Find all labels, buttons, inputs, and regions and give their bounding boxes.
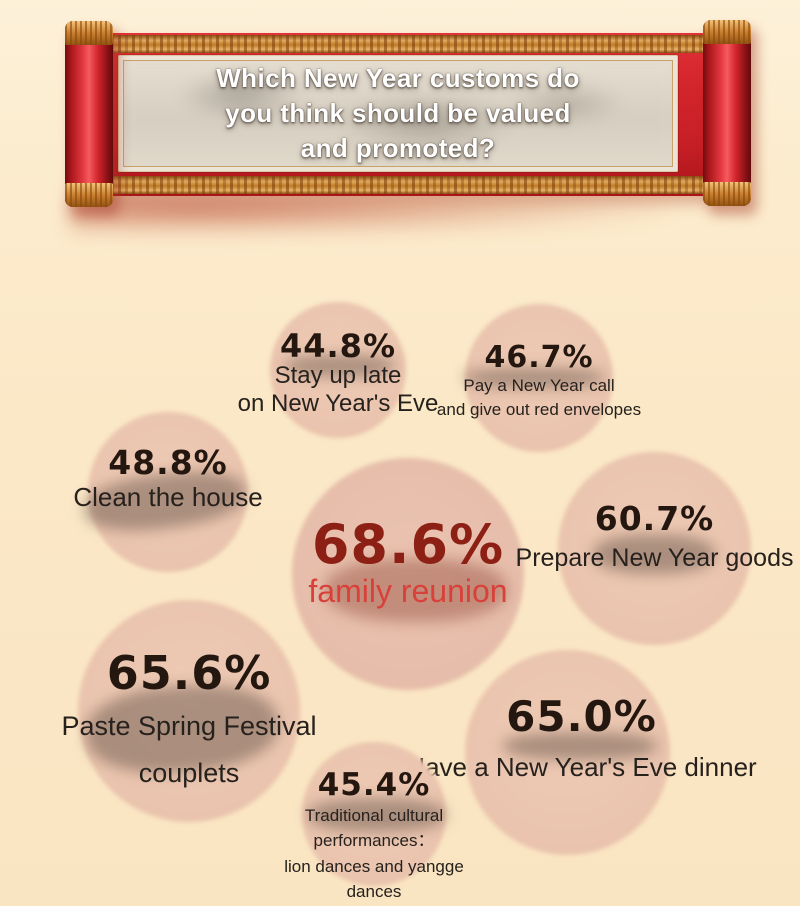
censor-smudge — [503, 732, 657, 760]
scroll-roller-right — [703, 20, 751, 206]
censor-smudge — [325, 558, 507, 622]
title-line-2: you think should be valued — [225, 98, 571, 128]
gold-trim-top — [90, 35, 715, 53]
bubble-family-reunion: 68.6% family reunion — [292, 458, 524, 690]
scroll-roller-left — [65, 21, 113, 207]
bubble-eve-dinner: 65.0% Have a New Year's Eve dinner — [406, 650, 757, 855]
blurred-background — [124, 61, 672, 166]
bubble-label-line: Have a New Year's Eve dinner — [406, 752, 757, 782]
bubble-percentage: 65.0% — [506, 692, 657, 741]
scroll-body: Which New Year customs do you think shou… — [90, 33, 715, 196]
title-panel: Which New Year customs do you think shou… — [118, 55, 678, 172]
scroll-banner: Which New Year customs do you think shou… — [0, 0, 800, 260]
censor-smudge — [593, 534, 715, 574]
bubble-label-line: Stay up late — [274, 362, 402, 389]
title-line-1: Which New Year customs do — [216, 63, 580, 93]
censor-smudge — [463, 368, 605, 388]
bubble-label-line: Clean the house — [73, 482, 263, 512]
page-title: Which New Year customs do you think shou… — [124, 61, 672, 166]
bubble-label-line: Pay a New Year call — [463, 376, 615, 395]
roller-cap — [703, 182, 751, 206]
title-panel-inner: Which New Year customs do you think shou… — [123, 60, 673, 167]
bubble-label-line: and give out red envelopes — [436, 400, 642, 420]
title-line-3: and promoted? — [300, 133, 496, 163]
bubble-traditional-performances: 45.4% Traditional cultural performances：… — [284, 742, 464, 901]
bubble-label-highlight: family reunion — [308, 573, 508, 609]
bubble-label-line: Traditional cultural — [304, 806, 444, 825]
bubble-label-line: on New Year's Eve — [237, 390, 439, 418]
bubble-percentage: 45.4% — [317, 767, 431, 803]
bubble-percentage: 48.8% — [108, 443, 228, 482]
censor-smudge — [308, 798, 446, 832]
bubble-new-year-call: 46.7% Pay a New Year call and give out r… — [437, 304, 641, 452]
roller-cap — [703, 20, 751, 44]
bubble-percentage: 65.6% — [106, 646, 272, 700]
bubble-prepare-goods: 60.7% Prepare New Year goods — [516, 452, 793, 645]
bubble-percentage-highlight: 68.6% — [311, 513, 505, 576]
bubble-percentage: 46.7% — [484, 340, 594, 375]
bubble-clean-house: 48.8% Clean the house — [73, 412, 263, 572]
gold-trim-bottom — [90, 176, 715, 194]
bubble-label-line: lion dances and yangge — [284, 856, 464, 876]
bubble-percentage: 44.8% — [279, 327, 396, 365]
roller-cap — [65, 21, 113, 45]
bubble-label-line: performances： — [313, 831, 435, 851]
bubble-label-line: couplets — [138, 758, 240, 789]
bubble-label-line: Prepare New Year goods — [515, 544, 794, 572]
scroll-shadow — [70, 196, 670, 236]
bubble-percentage: 60.7% — [594, 499, 715, 538]
bubble-label-line: dances — [346, 881, 402, 901]
bubble-spring-couplets: 65.6% Paste Spring Festival couplets — [61, 600, 317, 822]
censor-smudge — [285, 355, 395, 377]
roller-cap — [65, 183, 113, 207]
bubble-stay-up-late: 44.8% Stay up late on New Year's Eve — [238, 302, 438, 438]
bubble-label-line: Paste Spring Festival — [61, 711, 317, 741]
